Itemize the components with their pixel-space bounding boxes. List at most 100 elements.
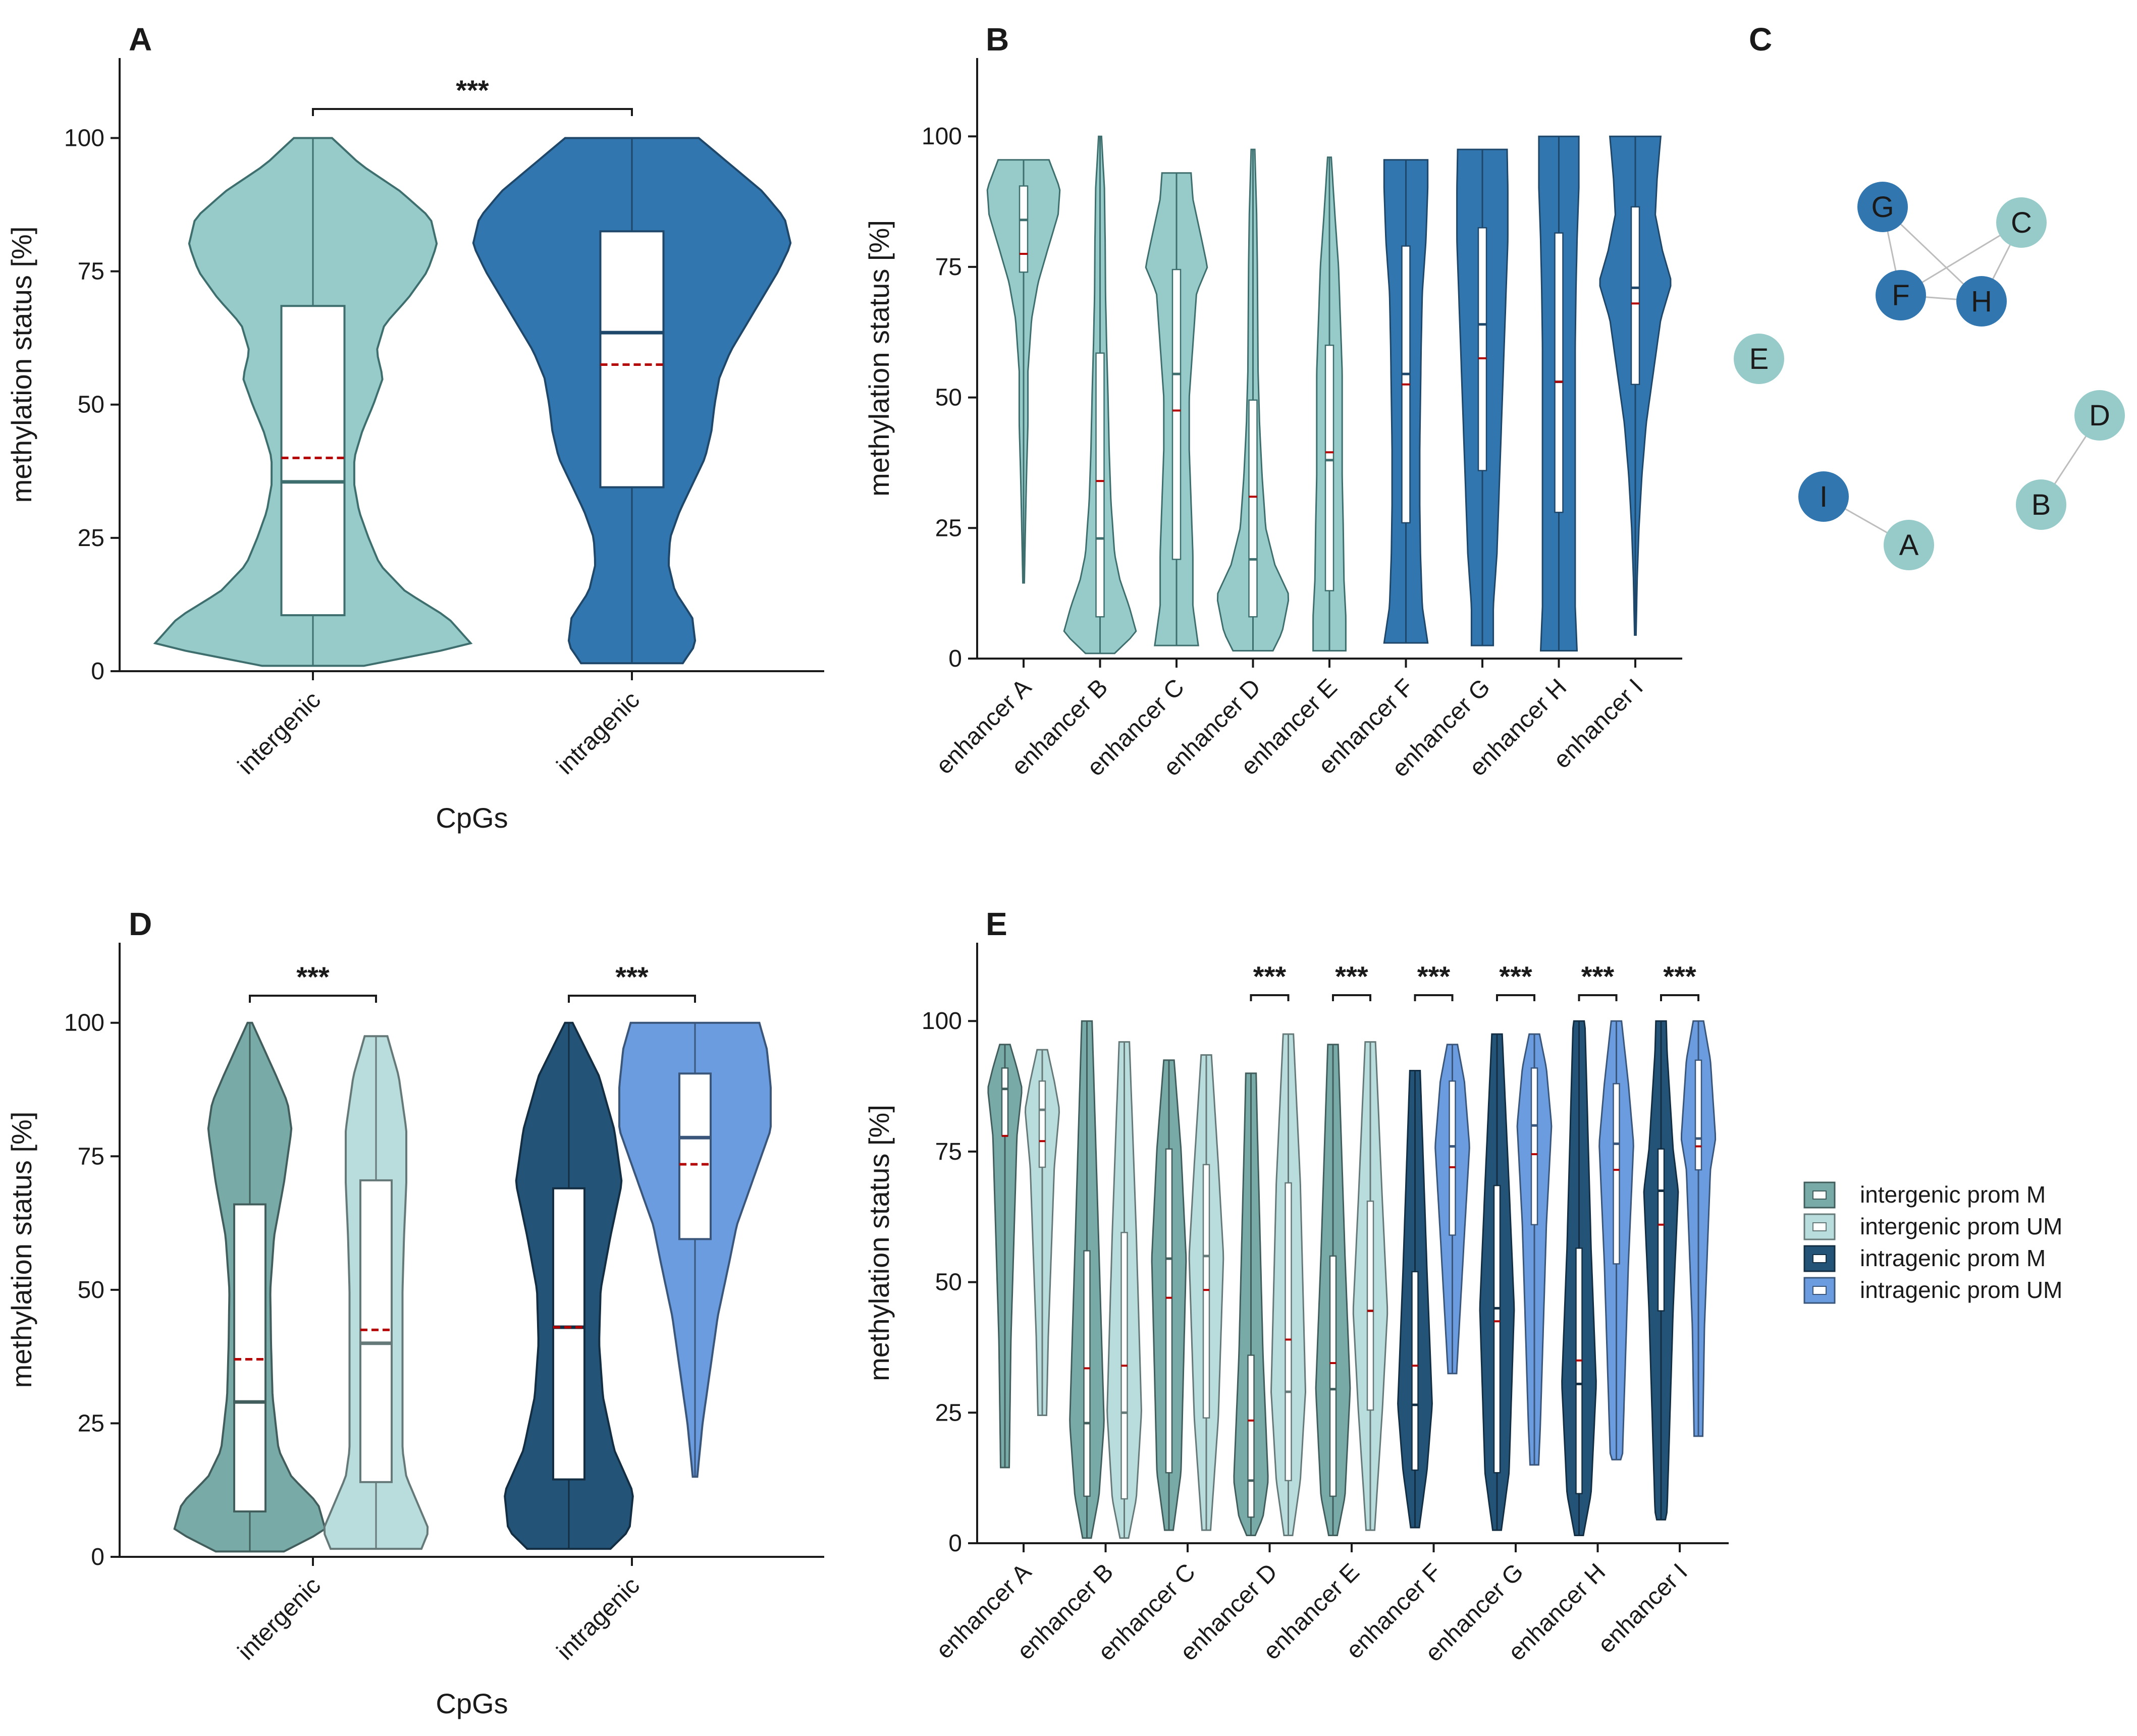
- panel-c-node-label-i: I: [1820, 480, 1828, 513]
- panel-b-enhancer-d-box: [1248, 399, 1258, 618]
- panel-e-y-tick-label: 0: [948, 1530, 962, 1557]
- panel-e-enhancer-c-um-box: [1202, 1164, 1210, 1419]
- panel-e-y-tick-label: 25: [935, 1399, 962, 1426]
- panel-e-enhancer-f-um-box: [1449, 1080, 1456, 1236]
- panel-d-significance-bracket: [568, 995, 696, 1003]
- panel-c-node-label-c: C: [2011, 206, 2032, 239]
- panel-e-y-tick-label: 50: [935, 1269, 962, 1296]
- panel-c-node-label-f: F: [1892, 279, 1909, 312]
- panel-d-intergenic-prom-m-box: [233, 1203, 266, 1513]
- panel-d-y-axis-title: methylation status [%]: [6, 1112, 37, 1388]
- panel-e-enhancer-f-m-box: [1411, 1271, 1419, 1471]
- panel-c-node-label-e: E: [1749, 343, 1769, 375]
- panel-d-y-tick-label: 75: [78, 1143, 104, 1170]
- panel-c-node-g: [1857, 182, 1908, 232]
- panel-letter-c: C: [1749, 21, 1772, 58]
- panel-e-y-tick-label: 75: [935, 1138, 962, 1165]
- legend-label-intergenic-prom-um: intergenic prom UM: [1860, 1213, 2062, 1239]
- panel-d-intragenic-prom-m-box: [552, 1187, 585, 1481]
- panel-d-significance-bracket: [249, 995, 377, 1003]
- panel-e-enhancer-d-m-box: [1247, 1354, 1255, 1518]
- panel-e-enhancer-d-um-box: [1285, 1182, 1292, 1482]
- panel-d-intergenic-prom-um-box: [359, 1179, 393, 1483]
- panel-b-enhancer-b-box: [1095, 352, 1105, 618]
- panel-a-x-axis-title: CpGs: [436, 802, 508, 834]
- panel-c-node-c: [1996, 197, 2047, 248]
- panel-e-enhancer-i-m-box: [1657, 1148, 1665, 1312]
- panel-c-node-label-d: D: [2089, 399, 2110, 432]
- panel-b-enhancer-a-box: [1019, 185, 1029, 273]
- panel-e-enhancer-a-um-box: [1038, 1080, 1046, 1168]
- panel-d-y-tick-label: 50: [78, 1277, 104, 1304]
- panel-c-node-e: [1734, 334, 1784, 384]
- panel-b-enhancer-h-box: [1554, 232, 1564, 513]
- panel-c-node-d: [2074, 390, 2125, 441]
- panel-e-significance-label: ***: [1335, 960, 1368, 992]
- panel-d-y-tick-label: 25: [78, 1410, 104, 1437]
- legend-swatch-intergenic-prom-m: [1803, 1181, 1836, 1209]
- panel-e-enhancer-b-m-box: [1083, 1250, 1091, 1497]
- panel-a-y-tick-label: 100: [64, 125, 104, 151]
- panel-d-y-tick-label: 100: [64, 1010, 104, 1037]
- panel-e-significance-bracket: [1578, 994, 1618, 1001]
- panel-c-node-label-a: A: [1899, 529, 1919, 562]
- panel-a-y-axis-title: methylation status [%]: [6, 227, 37, 503]
- panel-e-significance-bracket: [1496, 994, 1535, 1001]
- legend-swatch-box-intragenic-prom-um: [1812, 1286, 1827, 1295]
- panel-c-node-label-g: G: [1871, 191, 1894, 224]
- panel-d-y-tick-label: 0: [91, 1544, 104, 1570]
- panel-c-node-h: [1956, 276, 2007, 327]
- legend-swatch-box-intragenic-prom-m: [1812, 1254, 1827, 1263]
- panel-b-enhancer-i-box: [1630, 206, 1640, 385]
- panel-e-significance-label: ***: [1499, 960, 1532, 992]
- panel-e-enhancer-h-um-box: [1613, 1083, 1620, 1265]
- panel-letter-b: B: [986, 21, 1009, 58]
- panel-c-network: G C F H E D I B A: [1734, 182, 2125, 570]
- panel-e-significance-bracket: [1250, 994, 1290, 1001]
- panel-b-y-tick-label: 25: [935, 515, 962, 541]
- panel-e-enhancer-h-m-box: [1575, 1247, 1583, 1494]
- panel-c-node-label-b: B: [2032, 489, 2051, 521]
- legend-swatch-box-intergenic-prom-m: [1812, 1190, 1827, 1200]
- panel-e-enhancer-i-um-box: [1694, 1059, 1702, 1171]
- panel-c-node-label-h: H: [1971, 285, 1992, 318]
- panel-e-enhancer-c-m-box: [1165, 1148, 1173, 1474]
- panel-a-y-tick-label: 75: [78, 258, 104, 285]
- panel-a-y-tick-label: 0: [91, 658, 104, 685]
- panel-b-y-tick-label: 0: [948, 645, 962, 672]
- panel-e-significance-bracket: [1332, 994, 1371, 1001]
- panel-e-y-axis-title: methylation status [%]: [863, 1105, 895, 1381]
- panel-e-enhancer-a-m-box: [1001, 1067, 1009, 1137]
- panel-e-enhancer-g-um-box: [1530, 1067, 1538, 1226]
- panel-a-intergenic-box: [280, 305, 346, 617]
- panel-e-y-tick-label: 100: [922, 1008, 962, 1035]
- panel-e-legend: intergenic prom M intergenic prom UM intra…: [1803, 1181, 2062, 1304]
- panel-e-enhancer-g-m-box: [1493, 1184, 1501, 1474]
- panel-b-enhancer-c-box: [1171, 268, 1182, 560]
- panel-c-node-a: [1884, 520, 1934, 570]
- panel-b-enhancer-g-box: [1477, 227, 1487, 471]
- panel-a-y-tick-label: 50: [78, 392, 104, 418]
- panel-letter-a: A: [129, 21, 152, 58]
- panel-a-significance-bracket: [312, 108, 633, 116]
- panel-d-significance-label: ***: [296, 961, 330, 993]
- panel-e-significance-bracket: [1660, 994, 1699, 1001]
- panel-e-significance-label: ***: [1253, 960, 1287, 992]
- panel-e-significance-label: ***: [1581, 960, 1615, 992]
- panel-d-x-axis-title: CpGs: [436, 1688, 508, 1719]
- legend-swatch-box-intergenic-prom-um: [1812, 1222, 1827, 1231]
- panel-e-enhancer-e-m-box: [1329, 1255, 1337, 1497]
- panel-d-significance-label: ***: [615, 961, 649, 993]
- panel-e-significance-label: ***: [1663, 960, 1696, 992]
- panel-c-node-b: [2016, 479, 2066, 530]
- panel-b-enhancer-e-box: [1324, 344, 1334, 591]
- panel-e-significance-label: ***: [1417, 960, 1451, 992]
- panel-e-enhancer-e-um-box: [1366, 1200, 1374, 1411]
- panel-a-y-tick-label: 25: [78, 525, 104, 552]
- legend-label-intragenic-prom-m: intragenic prom M: [1860, 1245, 2046, 1271]
- panel-a-significance-label: ***: [456, 74, 489, 106]
- legend-label-intergenic-prom-m: intergenic prom M: [1860, 1181, 2046, 1208]
- panel-b-y-tick-label: 100: [922, 123, 962, 150]
